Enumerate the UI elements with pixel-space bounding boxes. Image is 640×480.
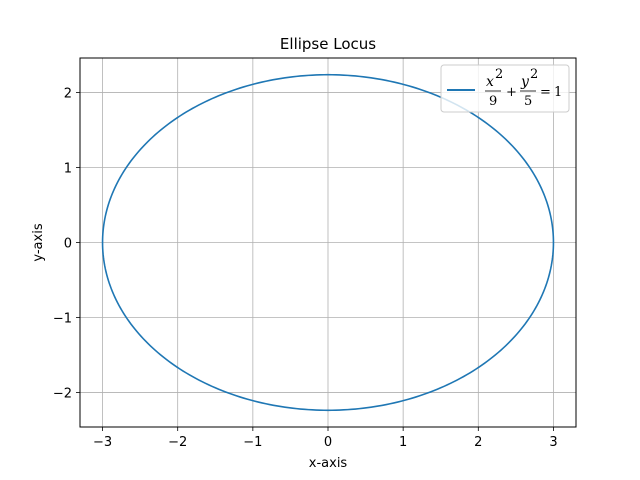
x-tick-label: 3 <box>549 435 557 450</box>
legend-frame <box>440 64 570 113</box>
legend-y-denominator: 5 <box>524 94 532 109</box>
x-tick-label: −1 <box>243 435 262 450</box>
x-tick-label: −2 <box>168 435 187 450</box>
legend: x 2 9 + y 2 5 = 1 <box>440 64 570 113</box>
y-tick-label: 2 <box>64 86 72 101</box>
legend-equals: = <box>540 85 551 100</box>
legend-x-var: x <box>486 74 494 90</box>
legend-y-exp: 2 <box>530 67 538 82</box>
x-axis-label: x-axis <box>309 456 348 471</box>
legend-y-var: y <box>520 74 530 90</box>
legend-plus: + <box>506 85 517 100</box>
legend-x-exp: 2 <box>495 67 503 82</box>
grid <box>80 58 576 427</box>
x-tick-label: −3 <box>93 435 112 450</box>
y-tick-label: 1 <box>64 161 72 176</box>
y-tick-label: 0 <box>64 237 72 252</box>
x-tick-label: 0 <box>324 435 332 450</box>
legend-label: x 2 9 + y 2 5 = 1 <box>485 67 562 109</box>
x-tick-label: 2 <box>474 435 482 450</box>
ticks: −3 −2 −1 0 1 2 3 −2 −1 0 1 2 <box>53 86 558 450</box>
chart-title: Ellipse Locus <box>280 35 376 53</box>
x-tick-label: 1 <box>399 435 407 450</box>
y-tick-label: −1 <box>53 312 72 327</box>
legend-rhs: 1 <box>554 85 562 100</box>
y-axis-label: y-axis <box>31 223 46 261</box>
y-tick-label: −2 <box>53 387 72 402</box>
legend-x-denominator: 9 <box>489 94 497 109</box>
